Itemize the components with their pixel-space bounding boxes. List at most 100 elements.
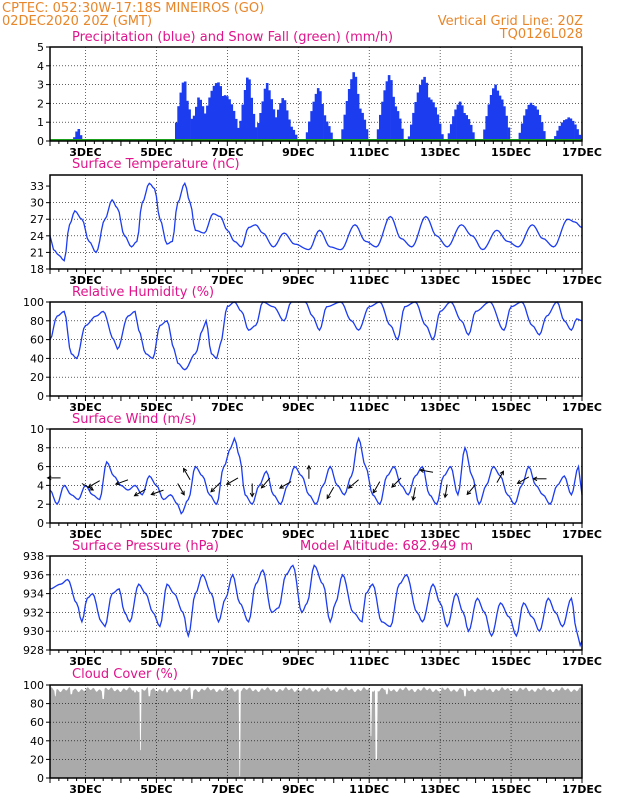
date-label-rh: 5DEC <box>140 401 172 414</box>
date-label-rh: 15DEC <box>491 401 531 414</box>
precip-bar <box>427 97 431 141</box>
date-label-pressure: 9DEC <box>282 655 314 668</box>
wind-arrow <box>88 480 100 488</box>
wind-arrow-head <box>372 488 378 494</box>
precip-bar <box>356 93 360 141</box>
precip-bar <box>277 109 280 141</box>
date-label-pressure: 11DEC <box>349 655 389 668</box>
date-label-temp: 11DEC <box>349 274 389 287</box>
precip-bar <box>175 122 178 141</box>
precip-bar <box>197 97 200 141</box>
precip-bar <box>363 119 367 141</box>
wind-arrow-head <box>183 467 188 473</box>
precip-bar <box>436 114 440 141</box>
date-label-temp: 5DEC <box>140 274 172 287</box>
precip-bar <box>268 90 271 141</box>
precip-bar <box>569 118 573 141</box>
precip-bar <box>316 88 320 141</box>
precip-bar <box>212 85 216 141</box>
precip-bar <box>250 97 253 141</box>
precip-bar <box>192 115 196 141</box>
ytick-label-rh: 40 <box>30 352 44 365</box>
ytick-label-wind: 4 <box>37 479 44 492</box>
precip-bar <box>228 99 231 141</box>
panel-temp: Surface Temperature (nC) 18 21 24 27 30 33 3DEC… <box>30 157 602 287</box>
precip-bar <box>272 109 276 141</box>
ytick-label-precip: 0 <box>37 135 44 148</box>
precip-bar <box>494 84 497 141</box>
precip-bar <box>283 100 287 141</box>
precip-bar <box>492 88 495 141</box>
precip-bar <box>292 129 296 141</box>
precip-bar <box>221 96 225 141</box>
ytick-label-temp: 30 <box>30 197 44 210</box>
precip-bar <box>239 120 242 141</box>
ytick-label-wind: 2 <box>37 498 44 511</box>
precip-bar <box>223 95 227 141</box>
precip-bar <box>219 86 222 141</box>
precip-bar <box>529 102 533 141</box>
precip-bar <box>567 117 570 141</box>
ytick-label-rh: 20 <box>30 371 44 384</box>
series-line-rh <box>49 301 583 371</box>
ytick-label-precip: 3 <box>37 79 44 92</box>
panel-title-precip: Precipitation (blue) and Snow Fall (gree… <box>72 30 393 45</box>
header-model-id: TQ0126L028 <box>499 27 583 42</box>
date-label-wind: 5DEC <box>140 528 172 541</box>
precip-bar <box>359 108 362 141</box>
precip-bar <box>361 112 364 141</box>
wind-arrow-head <box>443 493 448 499</box>
precip-bar <box>259 113 262 141</box>
precip-bar <box>410 124 413 141</box>
ytick-label-pressure: 930 <box>23 625 44 638</box>
ytick-label-rh: 60 <box>30 334 44 347</box>
date-label-rh: 13DEC <box>420 401 460 414</box>
panel-frame-pressure <box>49 555 583 651</box>
wind-arrow-head <box>419 468 425 473</box>
date-label-cloud: 7DEC <box>211 783 243 796</box>
wind-arrow <box>81 483 94 491</box>
precip-bar <box>538 115 542 141</box>
precip-bar <box>578 134 582 141</box>
ytick-label-temp: 21 <box>30 246 44 259</box>
date-label-precip: 3DEC <box>69 146 101 159</box>
precip-bar <box>177 106 180 141</box>
ytick-label-precip: 1 <box>37 116 44 129</box>
date-label-temp: 13DEC <box>420 274 460 287</box>
precip-bar <box>252 113 256 141</box>
date-label-cloud: 11DEC <box>349 783 389 796</box>
precip-bar <box>485 116 488 141</box>
header-grid-line-note: Vertical Grid Line: 20Z <box>438 14 583 29</box>
precip-bar <box>345 101 349 141</box>
date-label-pressure: 13DEC <box>420 655 460 668</box>
precip-bar <box>263 88 267 141</box>
ytick-label-wind: 6 <box>37 461 44 474</box>
precip-bar <box>308 121 311 141</box>
date-label-rh: 9DEC <box>282 401 314 414</box>
ytick-label-pressure: 938 <box>23 550 44 563</box>
precip-bar <box>432 102 435 141</box>
precip-bar <box>540 122 544 141</box>
precip-bar <box>412 112 415 141</box>
ytick-label-rh: 100 <box>23 296 44 309</box>
wind-arrow <box>134 488 147 497</box>
precip-bar <box>77 129 81 141</box>
precip-bar <box>201 106 205 141</box>
wind-arrow <box>348 479 359 489</box>
wind-arrow <box>372 481 381 494</box>
series-line-temp <box>49 181 583 262</box>
date-label-precip: 11DEC <box>349 146 389 159</box>
date-label-wind: 13DEC <box>420 528 460 541</box>
precip-bar <box>254 127 258 141</box>
ytick-label-pressure: 934 <box>23 588 44 601</box>
precip-bar <box>558 125 562 141</box>
precip-bar <box>394 106 398 141</box>
date-label-precip: 5DEC <box>140 146 172 159</box>
precip-bar <box>210 90 214 141</box>
wind-arrow-head <box>87 483 93 488</box>
precip-bar <box>496 90 500 141</box>
wind-arrow <box>279 481 292 489</box>
precip-bar <box>518 132 522 141</box>
precip-bar <box>288 119 291 141</box>
precip-bar <box>556 130 559 141</box>
